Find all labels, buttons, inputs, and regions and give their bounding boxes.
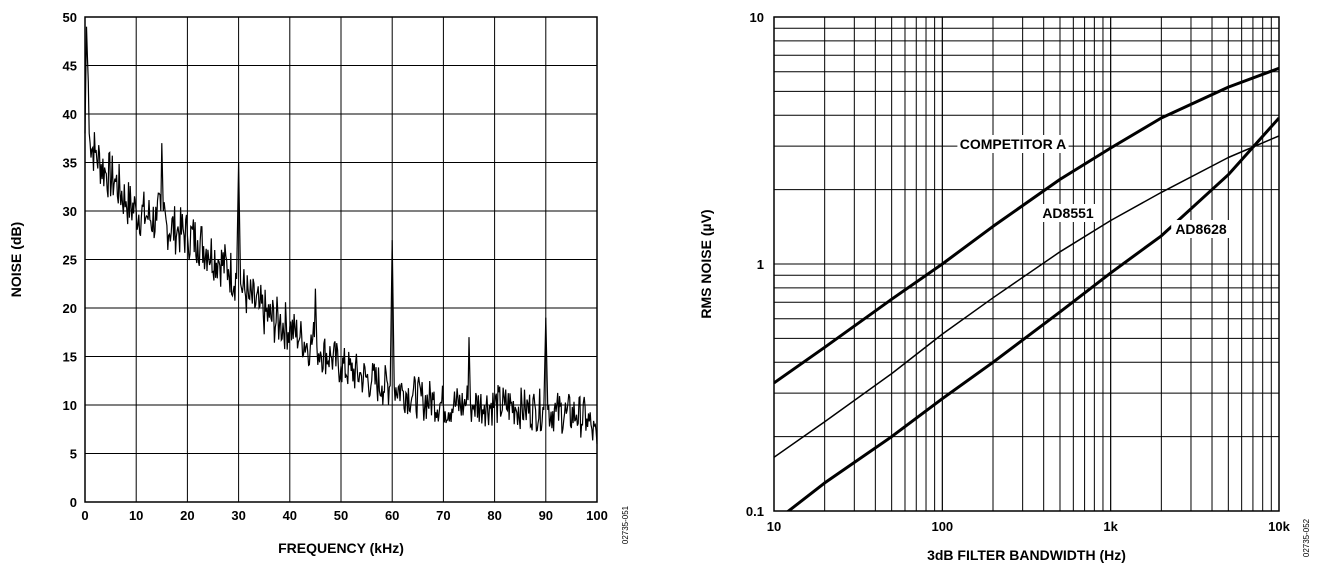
x-tick-label: 0	[81, 508, 88, 523]
series-lines	[774, 66, 1279, 511]
x-tick-label: 100	[586, 508, 608, 523]
competitor-a-label-bg	[957, 135, 1069, 153]
x-tick-label: 100	[931, 519, 953, 534]
y-tick-label: 40	[63, 107, 77, 122]
grid-lines	[84, 16, 598, 503]
rms-noise-vs-bandwidth-chart: 10 100 1k 10k 0.1 1 10 COMPETITOR A AD8551 AD86…	[698, 10, 1311, 563]
x-tick-labels: 0 10 20 30 40 50 60 70 80 90 100	[81, 508, 607, 523]
y-axis-label: RMS NOISE (µV)	[698, 209, 714, 318]
x-axis-label: FREQUENCY (kHz)	[278, 540, 404, 556]
y-tick-labels: 0.1 1 10	[746, 10, 764, 519]
y-tick-labels: 0 5 10 15 20 25 30 35 40 45 50	[63, 10, 77, 510]
x-tick-label: 10k	[1268, 519, 1290, 534]
y-tick-label: 15	[63, 350, 77, 365]
y-tick-label: 35	[63, 156, 77, 171]
y-tick-label: 20	[63, 301, 77, 316]
competitor-a-label: COMPETITOR A	[960, 136, 1067, 152]
figure-code: 02735-051	[621, 505, 630, 544]
y-tick-label: 50	[63, 10, 77, 25]
x-tick-label: 80	[487, 508, 501, 523]
ad8551-line	[774, 135, 1279, 458]
plot-frame	[773, 16, 1280, 512]
ad8551-label-bg	[1038, 204, 1098, 222]
y-tick-label: 0.1	[746, 504, 764, 519]
x-tick-label: 20	[180, 508, 194, 523]
plot-frame	[84, 16, 598, 503]
y-tick-label: 5	[70, 447, 77, 462]
ad8628-line	[786, 117, 1279, 511]
noise-series-line	[84, 26, 598, 444]
y-tick-label: 10	[750, 10, 764, 25]
x-tick-label: 30	[231, 508, 245, 523]
series-labels: COMPETITOR A AD8551 AD8628	[957, 135, 1231, 238]
x-tick-label: 1k	[1103, 519, 1118, 534]
ad8551-label: AD8551	[1042, 205, 1094, 221]
noise-vs-frequency-chart: 0 10 20 30 40 50 60 70 80 90 100 0 5 10 15 20 25 30 35 40 4…	[8, 10, 630, 556]
x-axis-label: 3dB FILTER BANDWIDTH (Hz)	[927, 547, 1126, 563]
y-tick-label: 0	[70, 495, 77, 510]
y-tick-label: 10	[63, 398, 77, 413]
ad8628-label: AD8628	[1175, 221, 1227, 237]
grid-lines	[773, 16, 1280, 512]
x-tick-label: 40	[283, 508, 297, 523]
y-tick-label: 25	[63, 253, 77, 268]
x-tick-label: 90	[539, 508, 553, 523]
y-tick-label: 30	[63, 204, 77, 219]
y-tick-label: 45	[63, 59, 77, 74]
y-tick-label: 1	[757, 257, 764, 272]
x-tick-labels: 10 100 1k 10k	[767, 519, 1291, 534]
y-axis-label: NOISE (dB)	[8, 222, 24, 297]
ad8628-label-bg	[1171, 220, 1231, 238]
competitor-a-line	[774, 66, 1279, 385]
x-tick-label: 50	[334, 508, 348, 523]
figure-code: 02735-052	[1302, 518, 1311, 557]
x-tick-label: 10	[767, 519, 781, 534]
x-tick-label: 10	[129, 508, 143, 523]
x-tick-label: 70	[436, 508, 450, 523]
x-tick-label: 60	[385, 508, 399, 523]
